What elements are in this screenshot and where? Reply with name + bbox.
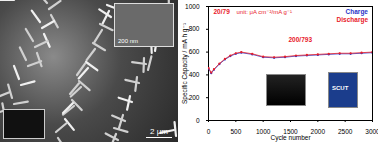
html-text:2 μm: 2 μm [150,127,168,136]
html-text:SCUT: SCUT [332,85,349,91]
svg-text:800: 800 [189,25,200,32]
svg-text:0: 0 [196,117,200,124]
svg-text:400: 400 [189,71,200,78]
svg-text:3000: 3000 [365,128,378,135]
svg-text:600: 600 [189,48,200,55]
html-text:Charge: Charge [345,8,368,15]
svg-text:1000: 1000 [185,3,200,10]
svg-text:1500: 1500 [283,128,298,136]
svg-text:1000: 1000 [256,128,271,135]
svg-text:unit: μA cm⁻²/mA g⁻¹: unit: μA cm⁻²/mA g⁻¹ [237,9,292,15]
svg-text:2500: 2500 [338,128,353,135]
svg-text:200: 200 [189,94,200,101]
svg-text:0: 0 [207,128,211,135]
svg-text:Specific Capacity / mA h g⁻¹: Specific Capacity / mA h g⁻¹ [181,22,189,104]
html-text:200 nm: 200 nm [118,38,138,44]
svg-text:500: 500 [230,128,241,135]
svg-text:Cycle number: Cycle number [270,134,311,142]
svg-text:200/793: 200/793 [289,36,313,43]
svg-text:2000: 2000 [311,128,326,135]
html-text:Discharge: Discharge [336,16,368,23]
svg-text:20/79: 20/79 [214,8,231,15]
